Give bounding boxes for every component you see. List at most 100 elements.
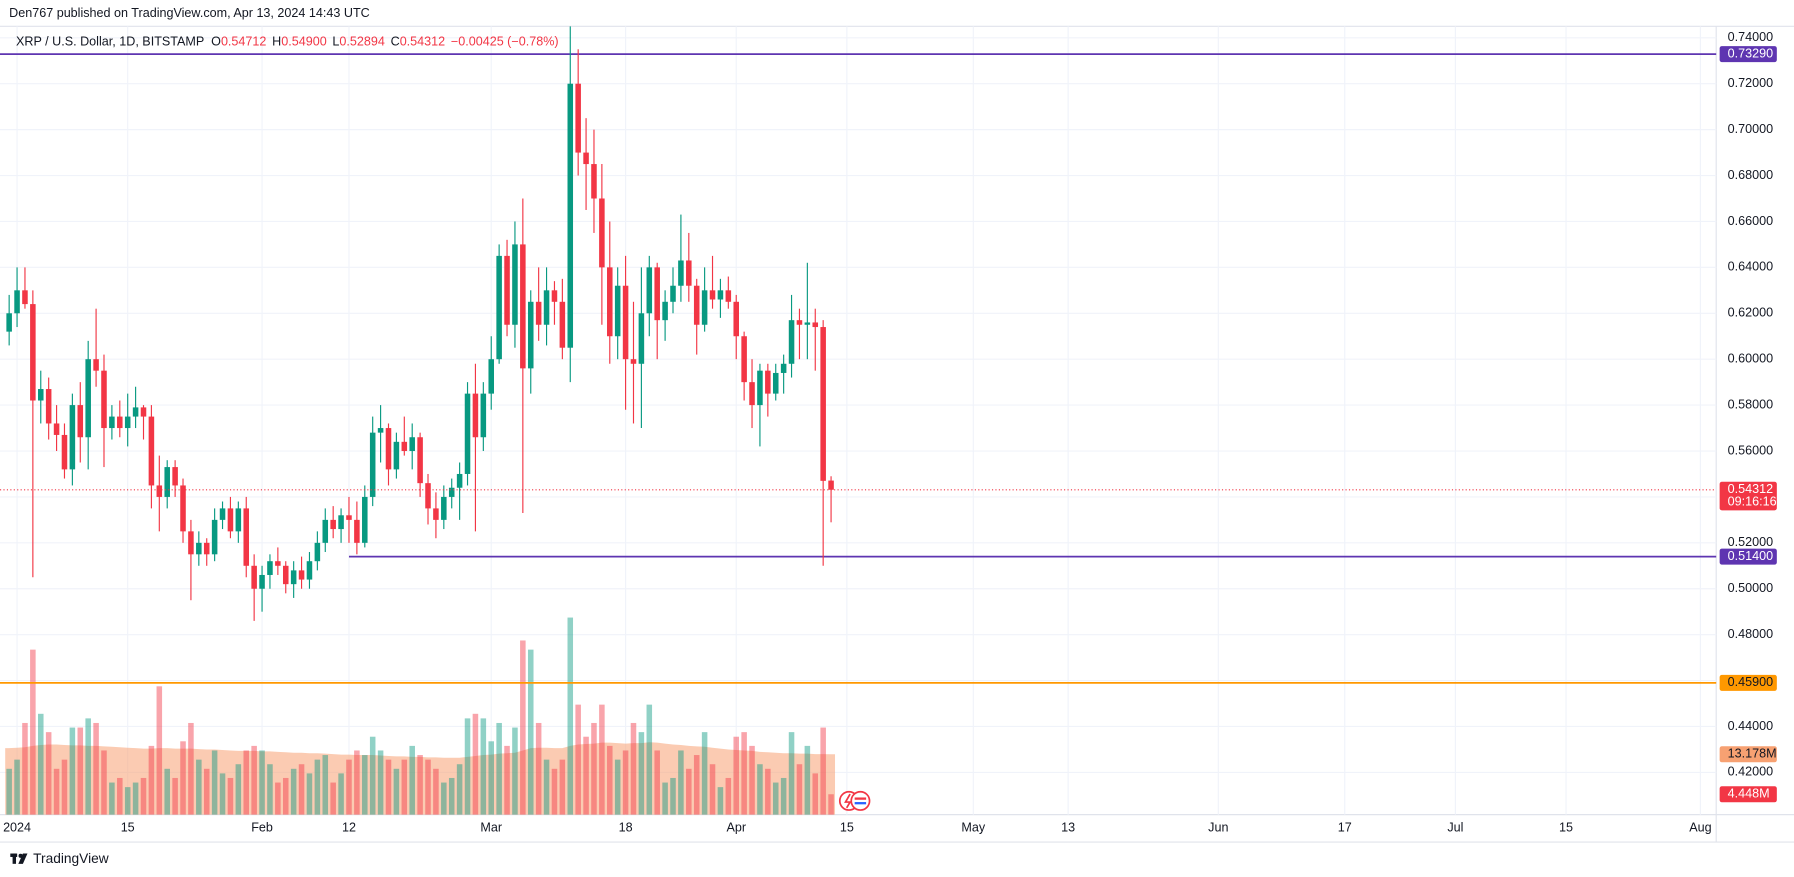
y-tick-label: 0.52000 xyxy=(1728,535,1773,549)
candle-body xyxy=(772,372,779,394)
countdown-label: 09:16:16 xyxy=(1728,495,1777,509)
candle-body xyxy=(780,363,787,373)
volume-bar xyxy=(322,755,329,815)
y-tick-label: 0.50000 xyxy=(1728,581,1773,595)
candle-body xyxy=(504,255,510,325)
candle-body xyxy=(630,359,637,364)
volume-bar xyxy=(496,722,502,815)
x-tick-label: 2024 xyxy=(3,821,31,835)
volume-bar xyxy=(69,727,76,815)
candle-body xyxy=(448,487,455,497)
volume-bar xyxy=(117,777,123,815)
volume-bar xyxy=(543,759,550,815)
volume-bar xyxy=(188,722,194,815)
candle-body xyxy=(203,542,210,555)
legend-high: 0.54900 xyxy=(281,35,326,49)
volume-bar xyxy=(654,750,660,815)
volume-bar xyxy=(85,718,91,815)
x-tick-label: 12 xyxy=(342,821,356,835)
x-tick-label: 15 xyxy=(1559,821,1573,835)
y-tick-label: 0.68000 xyxy=(1728,168,1773,182)
candle-body xyxy=(227,508,234,532)
candle-body xyxy=(290,570,297,585)
candle-body xyxy=(148,416,155,486)
logo xyxy=(10,853,28,864)
legend-low: 0.52894 xyxy=(339,35,384,49)
x-tick-label: 13 xyxy=(1061,821,1075,835)
x-tick-label: 15 xyxy=(840,821,854,835)
volume-bar xyxy=(772,782,779,815)
candle-body xyxy=(717,290,724,300)
volume-bar xyxy=(472,713,479,815)
volume-bar xyxy=(37,713,44,815)
level-label-bg xyxy=(1719,674,1777,691)
legend-l-key: L xyxy=(332,35,339,49)
volume-bar xyxy=(243,750,250,815)
candle-body xyxy=(804,322,811,325)
volume-bar xyxy=(298,764,305,815)
volume-bar xyxy=(575,704,581,815)
volume-bar xyxy=(433,768,439,815)
volume-bar xyxy=(725,777,732,815)
volume-bar xyxy=(456,764,463,815)
candle-body xyxy=(796,320,803,325)
candle-body xyxy=(725,290,732,302)
candle-body xyxy=(765,370,771,394)
candle-body xyxy=(14,290,20,314)
candle-body xyxy=(638,313,645,364)
volume-bar xyxy=(196,759,202,815)
volume-bar xyxy=(53,768,60,815)
candle-body xyxy=(662,301,668,321)
volume-bar xyxy=(409,745,415,815)
candle-body xyxy=(670,285,676,302)
candle-body xyxy=(472,393,479,438)
volume-bar xyxy=(567,617,574,815)
volume-bar xyxy=(148,745,155,815)
volume-ma-area xyxy=(5,742,836,815)
volume-bar xyxy=(630,722,637,815)
last-price-label: 0.54312 xyxy=(1728,482,1773,496)
level-label: 0.73290 xyxy=(1728,46,1773,60)
volume-bar xyxy=(780,777,787,815)
level-label-bg xyxy=(1719,548,1777,565)
candle-body xyxy=(441,496,447,520)
candle-body xyxy=(385,428,392,470)
candle-body xyxy=(251,565,257,589)
candle-body xyxy=(543,290,550,325)
volume-bar xyxy=(109,782,115,815)
candle-body xyxy=(828,480,834,490)
y-tick-label: 0.56000 xyxy=(1728,443,1773,457)
event-icons xyxy=(838,790,871,811)
volume-bar xyxy=(101,750,107,815)
candle-body xyxy=(330,519,336,530)
candle-body xyxy=(654,267,660,321)
candle-body xyxy=(93,359,99,371)
brand: TradingView xyxy=(33,851,109,866)
candle-body xyxy=(820,327,826,481)
volume-bar xyxy=(733,736,739,815)
volume-bar xyxy=(132,782,139,815)
candle-body xyxy=(614,285,621,337)
candle-body xyxy=(156,485,163,497)
candle-body xyxy=(709,290,716,300)
candle-body xyxy=(535,301,542,325)
volume-bar xyxy=(275,782,281,815)
volume-bar xyxy=(290,768,297,815)
volume-bar xyxy=(22,722,28,815)
volume-bar xyxy=(551,768,558,815)
candle-body xyxy=(551,290,558,302)
volume-bar xyxy=(591,722,597,815)
candle-body xyxy=(496,255,502,360)
volume-bar xyxy=(693,755,700,815)
candle-body xyxy=(53,423,60,435)
volume-bar xyxy=(520,640,526,815)
volume-bar xyxy=(401,759,408,815)
volume-bar xyxy=(6,768,12,815)
candle-body xyxy=(235,508,242,532)
volume-bar xyxy=(757,764,763,815)
candle-body xyxy=(464,393,471,474)
legend-open: 0.54712 xyxy=(221,35,266,49)
candle-body xyxy=(180,485,186,532)
y-tick-label: 0.62000 xyxy=(1728,306,1773,320)
